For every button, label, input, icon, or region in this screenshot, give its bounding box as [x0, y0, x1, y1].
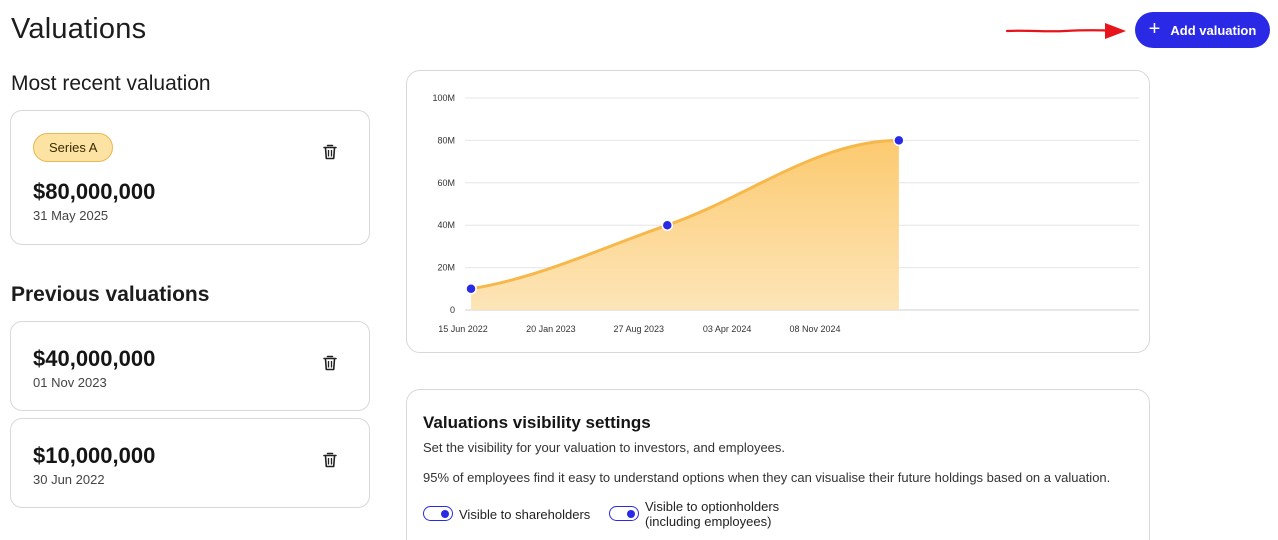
- x-tick-label: 27 Aug 2023: [614, 324, 665, 334]
- y-tick-label: 20M: [437, 263, 455, 273]
- add-valuation-button[interactable]: + Add valuation: [1135, 12, 1270, 48]
- valuation-date: 31 May 2025: [33, 208, 109, 223]
- y-tick-label: 40M: [437, 220, 455, 230]
- data-point-marker[interactable]: [893, 134, 905, 147]
- optionholders-toggle-label: Visible to optionholders (including empl…: [645, 499, 779, 529]
- round-badge: Series A: [33, 133, 114, 162]
- y-tick-label: 100M: [432, 93, 455, 103]
- valuation-chart: 0 20M 40M 60M 80M 100M 15 Jun 2022 20 Jan 2023…: [432, 93, 1139, 334]
- x-tick-label: 03 Apr 2024: [703, 324, 752, 334]
- trash-icon[interactable]: [323, 452, 337, 468]
- previous-valuation-card: $10,000,000 30 Jun 2022: [10, 418, 370, 508]
- data-point-marker[interactable]: [465, 283, 477, 295]
- previous-valuations-title: Previous valuations: [11, 283, 210, 306]
- y-tick-label: 80M: [437, 135, 455, 145]
- shareholders-toggle-label: Visible to shareholders: [459, 507, 591, 522]
- add-valuation-label: Add valuation: [1170, 22, 1257, 38]
- x-tick-label: 20 Jan 2023: [526, 324, 576, 334]
- valuation-date: 30 Jun 2022: [33, 472, 105, 487]
- red-arrow-annotation: [1005, 23, 1126, 39]
- visibility-title: Valuations visibility settings: [423, 413, 651, 432]
- data-point-marker[interactable]: [661, 219, 674, 231]
- y-tick-label: 0: [450, 305, 455, 315]
- x-tick-label: 15 Jun 2022: [438, 324, 488, 334]
- y-tick-label: 60M: [437, 178, 455, 188]
- toggle-knob: [627, 509, 635, 518]
- plus-icon: +: [1148, 18, 1161, 40]
- page-title: Valuations: [11, 13, 147, 45]
- valuation-date: 01 Nov 2023: [33, 375, 107, 390]
- valuation-chart-card: 0 20M 40M 60M 80M 100M 15 Jun 2022 20 Jan 2023…: [406, 70, 1150, 353]
- most-recent-title: Most recent valuation: [11, 72, 211, 95]
- visibility-settings-card: Valuations visibility settings Set the v…: [406, 389, 1150, 540]
- previous-valuation-card: $40,000,000 01 Nov 2023: [10, 321, 370, 411]
- toggle-knob: [441, 509, 449, 518]
- trash-icon[interactable]: [323, 355, 337, 371]
- valuation-area: [471, 140, 899, 310]
- recent-valuation-card: Series A $80,000,000 31 May 2025: [10, 110, 370, 245]
- optionholders-label-line2: (including employees): [645, 514, 772, 529]
- visibility-subtitle: Set the visibility for your valuation to…: [423, 440, 786, 455]
- optionholders-toggle[interactable]: [609, 506, 639, 521]
- valuation-amount: $40,000,000: [33, 346, 156, 371]
- optionholders-label-line1: Visible to optionholders: [645, 499, 780, 514]
- valuation-amount: $10,000,000: [33, 443, 156, 468]
- valuation-amount: $80,000,000: [33, 179, 156, 204]
- x-tick-label: 08 Nov 2024: [789, 324, 840, 334]
- visibility-info: 95% of employees find it easy to underst…: [423, 470, 1111, 485]
- trash-icon[interactable]: [323, 144, 337, 160]
- shareholders-toggle[interactable]: [423, 506, 453, 521]
